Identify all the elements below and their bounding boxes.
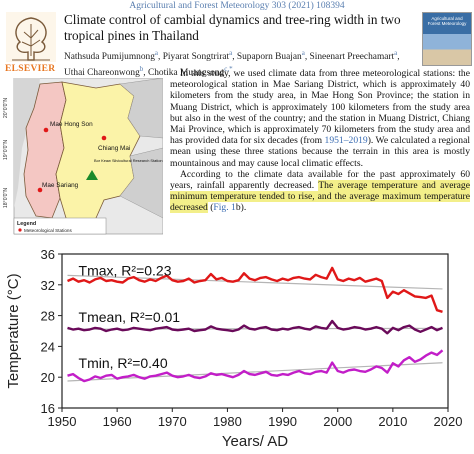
series-label-tmin: Tmin, R²=0.40 [79, 355, 168, 371]
elsevier-tree-logo [6, 12, 56, 62]
y-tick-label: 24 [41, 339, 55, 354]
study-area-map: 20°0'0"N 19°0'0"N 18°0'0"N Mae Hong Son … [3, 78, 163, 235]
elsevier-wordmark[interactable]: ELSEVIER [5, 64, 56, 74]
research-station-name: Bor Keaw Silvicultural Research Station [94, 158, 163, 163]
legend-title: Legend [17, 221, 36, 227]
y-tick-label: 36 [41, 247, 55, 262]
x-tick-label: 1980 [213, 414, 242, 429]
y-tick-label: 16 [41, 401, 55, 416]
y-tick-label: 20 [41, 370, 55, 385]
place-label-research-station: Bor Keaw Silvicultural Research Station [94, 158, 163, 163]
x-tick-label: 1990 [268, 414, 297, 429]
paragraph-2-text-end: b). [235, 202, 247, 214]
plot-frame [61, 253, 449, 409]
paragraph-1-text-a: In this study, we used climate data from… [170, 68, 470, 147]
y-tick-label: 28 [41, 309, 55, 324]
lat-label-19: 19°0'0"N [3, 140, 9, 160]
paragraph-1-text-b: ). We calculated a regional mean using t… [170, 135, 470, 169]
lat-label-20: 20°0'0"N [3, 98, 9, 118]
author-name[interactable]: Nathsuda Pumijumnong [64, 52, 155, 63]
author-list: Nathsuda Pumijumnonga, Piyarat Songtrira… [64, 49, 400, 79]
author-affiliation-marker[interactable]: a [394, 49, 398, 57]
paragraph-2-text-a: According to the climate data available … [170, 168, 470, 192]
author-affiliation-marker[interactable]: b [139, 65, 144, 74]
trend-line-tmin [67, 362, 443, 382]
article-body: In this study, we used climate data from… [170, 68, 470, 214]
author-affiliation-marker[interactable]: a [301, 49, 305, 57]
place-label-mae-hong-son: Mae Hong Son [50, 121, 93, 128]
legend-item-stations: Meteorological Stations [24, 228, 72, 233]
lat-label-18: 18°0'0"N [3, 188, 9, 208]
series-line-tmin [67, 349, 444, 383]
author-name[interactable]: Sineenart Preechamart [309, 52, 395, 63]
temperature-chart: 1950 1960 1970 1980 1990 2000 2010 2020 16 20 24 28… [5, 247, 463, 450]
author-name[interactable]: Uthai Chareonwong [64, 68, 140, 79]
paragraph-2: According to the climate data available … [170, 169, 470, 214]
station-marker-mae-hong-son [43, 127, 49, 133]
neighbor-region [14, 78, 40, 208]
series-line-tmax [67, 266, 443, 313]
y-tick-label: 32 [41, 278, 55, 293]
figure-link[interactable]: Fig. 1 [213, 202, 236, 214]
series-line-tmean [67, 319, 443, 335]
x-tick-label: 1960 [103, 414, 132, 429]
y-axis-title: Temperature (°C) [5, 273, 22, 388]
x-tick-label: 1970 [158, 414, 187, 429]
research-station-tree-icon [86, 170, 98, 180]
paragraph-2-text-open: ( [207, 202, 214, 214]
x-tick-label: 2020 [434, 414, 463, 429]
author-affiliation-marker[interactable]: c,* [224, 65, 233, 74]
author-name[interactable]: Chotika Muangsong [147, 68, 225, 79]
place-label-chiang-mai: Chiang Mai [98, 145, 130, 152]
cover-title: Agricultural and Forest Meteorology [427, 16, 467, 26]
x-tick-label: 2000 [323, 414, 352, 429]
article-title: Climate control of cambial dynamics and … [64, 12, 401, 43]
place-label-mae-sariang: Mae Sariang [42, 182, 79, 189]
author-affiliation-marker[interactable]: a [154, 49, 158, 57]
station-marker-mae-sariang [37, 187, 43, 193]
author-name[interactable]: Supaporn Buajan [236, 52, 302, 63]
x-tick-label: 2010 [378, 414, 407, 429]
author-name[interactable]: Piyarat Songtrirat [162, 52, 230, 63]
x-tick-label: 1950 [48, 414, 77, 429]
x-axis-title: Years/ AD [222, 433, 288, 450]
legend-station-symbol [18, 228, 22, 232]
journal-cover-thumbnail[interactable]: Agricultural and Forest Meteorology [422, 12, 472, 66]
author-affiliation-marker[interactable]: a [229, 49, 233, 57]
year-range-link[interactable]: 1951–2019 [324, 135, 368, 147]
series-label-tmax: Tmax, R²=0.23 [79, 263, 172, 279]
paragraph-1: In this study, we used climate data from… [170, 68, 470, 169]
series-label-tmean: Tmean, R²=0.01 [79, 309, 181, 325]
station-marker-chiang-mai [101, 135, 107, 141]
journal-citation[interactable]: Agricultural and Forest Meteorology 303 … [129, 1, 345, 11]
